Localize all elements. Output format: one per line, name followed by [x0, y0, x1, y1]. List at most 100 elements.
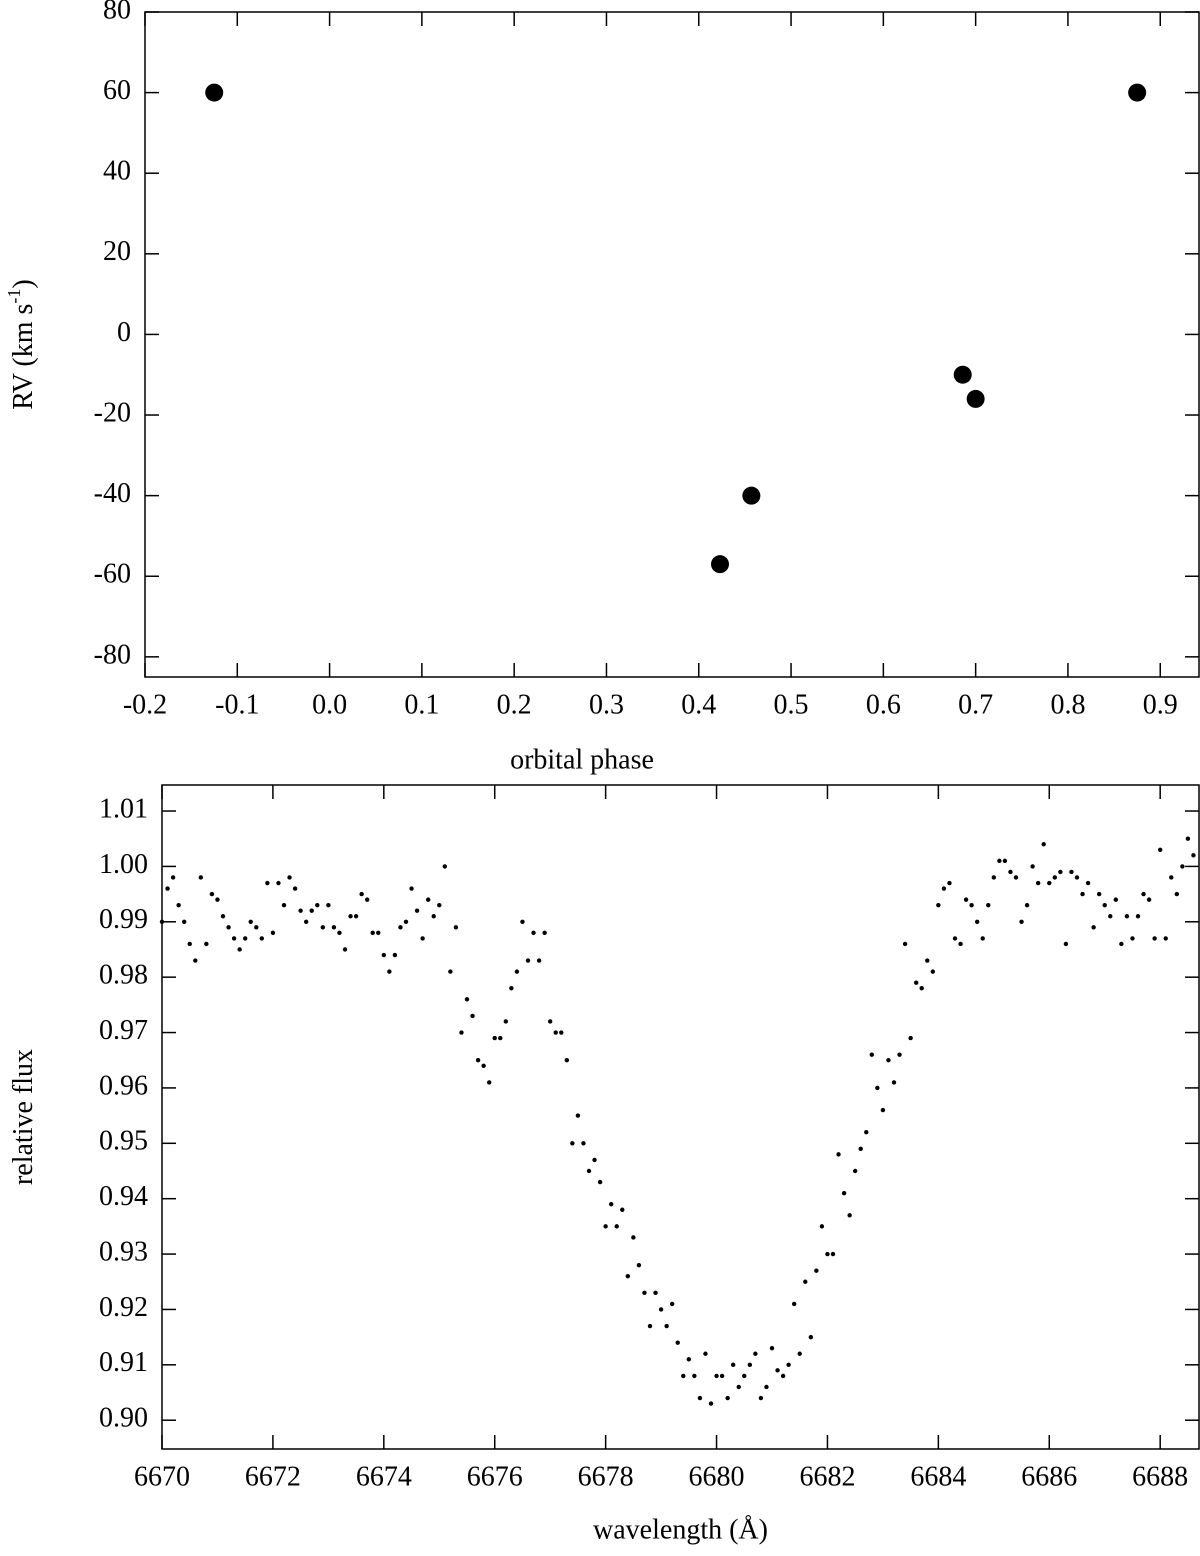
- data-point: [265, 880, 270, 886]
- data-point: [1080, 891, 1085, 897]
- data-point: [170, 875, 176, 880]
- data-point: [1069, 869, 1074, 875]
- data-point: [1108, 914, 1113, 919]
- plot-frame: [144, 11, 1200, 678]
- data-point: [559, 1030, 564, 1035]
- data-point: [547, 1019, 553, 1024]
- data-point: [841, 1190, 847, 1196]
- data-point: [742, 486, 761, 505]
- data-point: [1019, 919, 1024, 924]
- data-point: [442, 864, 448, 869]
- y-tick-label: 0.94: [99, 1181, 148, 1212]
- data-point: [966, 389, 985, 408]
- data-point: [597, 1179, 603, 1185]
- data-point: [1008, 869, 1013, 875]
- data-point: [1128, 83, 1147, 102]
- data-point: [991, 875, 997, 880]
- data-point: [797, 1351, 802, 1356]
- data-point: [348, 914, 353, 919]
- data-point: [780, 1373, 786, 1379]
- data-point: [464, 997, 470, 1002]
- data-point: [309, 908, 314, 913]
- data-point: [880, 1107, 886, 1113]
- data-point: [913, 980, 919, 985]
- data-point: [193, 958, 198, 963]
- data-point: [353, 914, 359, 919]
- y-tick-label: 0.93: [99, 1236, 148, 1267]
- x-axis-label: wavelength (Å): [593, 1514, 768, 1545]
- x-tick-label: 6680: [689, 1461, 745, 1492]
- y-axis-label-part: relative flux: [8, 1049, 39, 1185]
- data-point: [642, 1290, 647, 1296]
- data-point: [448, 969, 453, 974]
- data-point: [708, 1401, 714, 1406]
- data-point: [281, 902, 287, 908]
- data-point: [869, 1052, 875, 1057]
- y-axis-label-part: ): [8, 279, 39, 288]
- data-point: [198, 875, 204, 880]
- data-point: [342, 947, 348, 952]
- y-tick-label: 0.97: [99, 1015, 148, 1046]
- data-point: [176, 902, 181, 908]
- data-point: [1030, 864, 1035, 869]
- data-point: [625, 1274, 631, 1279]
- data-point: [886, 1058, 891, 1063]
- data-point: [359, 891, 364, 897]
- data-point: [1024, 902, 1030, 908]
- data-point: [326, 902, 331, 908]
- data-point: [1157, 847, 1163, 852]
- data-point: [791, 1301, 797, 1307]
- data-point: [858, 1146, 863, 1152]
- data-point: [470, 1013, 475, 1019]
- data-point: [675, 1340, 680, 1345]
- data-point: [710, 555, 729, 574]
- x-tick-label: 0.9: [1143, 689, 1178, 720]
- data-point: [730, 1362, 736, 1368]
- data-point: [1058, 869, 1063, 875]
- data-point: [986, 902, 991, 908]
- data-point: [1063, 941, 1069, 947]
- data-point: [936, 902, 941, 908]
- data-point: [437, 902, 442, 908]
- data-point: [941, 886, 947, 891]
- data-point: [1047, 880, 1052, 886]
- y-axis-label: RV (km s-1): [4, 279, 39, 409]
- data-point: [620, 1207, 625, 1212]
- data-point: [714, 1373, 719, 1379]
- data-point: [376, 930, 381, 936]
- y-axis-label: relative flux: [8, 1049, 39, 1185]
- data-point: [681, 1373, 686, 1379]
- data-point: [414, 908, 420, 913]
- data-point: [392, 952, 398, 958]
- data-point: [947, 880, 952, 886]
- data-point: [653, 1290, 658, 1296]
- data-point: [586, 1168, 592, 1174]
- data-point: [370, 930, 375, 936]
- x-tick-label: 6686: [1021, 1461, 1077, 1492]
- data-point: [276, 880, 281, 886]
- data-point: [614, 1224, 619, 1229]
- data-point: [953, 365, 972, 384]
- data-point: [958, 941, 963, 947]
- data-point: [420, 936, 425, 941]
- data-point: [775, 1368, 780, 1373]
- y-tick-label: 0.92: [99, 1292, 148, 1323]
- data-point: [498, 1035, 503, 1041]
- data-point: [747, 1362, 753, 1368]
- data-point: [564, 1058, 570, 1063]
- y-tick-label: 40: [103, 156, 131, 187]
- data-point: [669, 1301, 675, 1307]
- data-point: [1096, 891, 1102, 897]
- x-tick-label: 0.5: [774, 689, 809, 720]
- data-point: [803, 1279, 808, 1284]
- data-point: [298, 908, 303, 913]
- x-tick-label: 0.4: [681, 689, 716, 720]
- x-axis-label: orbital phase: [510, 744, 654, 775]
- x-tick-label: 0.6: [866, 689, 901, 720]
- data-point: [259, 936, 265, 941]
- data-point: [387, 969, 392, 974]
- data-point: [514, 969, 520, 974]
- x-tick-label: -0.2: [123, 689, 167, 720]
- y-tick-label: 0.96: [99, 1070, 148, 1101]
